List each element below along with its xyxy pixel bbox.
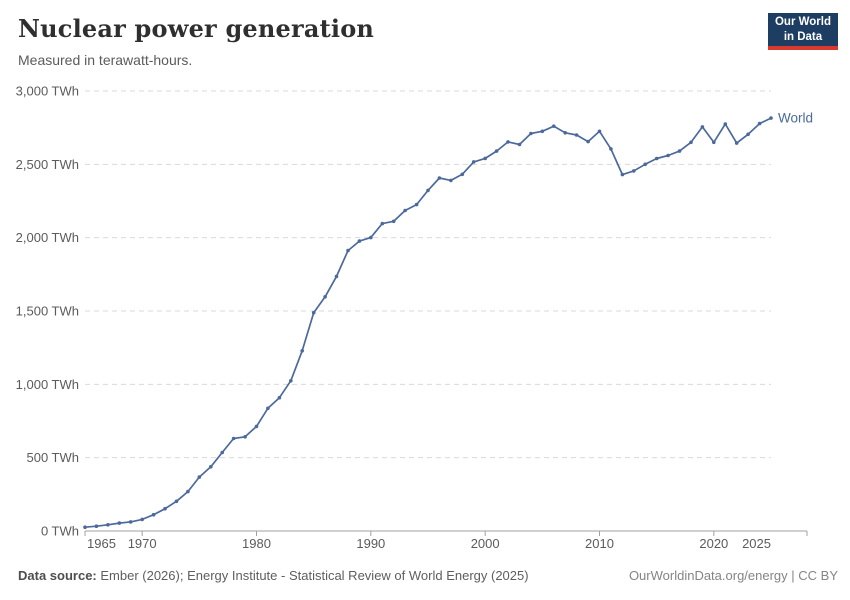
data-source-label: Data source: [18,568,97,583]
owid-logo[interactable]: Our World in Data [768,13,838,50]
data-point [677,149,682,153]
data-point [311,310,316,315]
x-tick-label: 1990 [356,536,385,551]
data-point [666,153,670,158]
data-point [586,139,590,144]
data-point [712,140,716,145]
data-point [369,235,373,240]
data-point [380,221,385,226]
data-point [414,202,419,207]
x-tick-label: 1980 [242,536,271,551]
data-point [609,147,613,151]
x-axis [84,530,808,536]
y-tick-label: 500 TWh [26,450,79,465]
data-point [540,129,545,134]
data-source-note: Data source: Ember (2026); Energy Instit… [18,568,529,583]
data-point [243,435,247,439]
data-point [94,524,99,528]
data-point [426,188,430,193]
data-point [391,219,396,224]
data-point [323,295,327,299]
y-tick-label: 1,500 TWh [16,304,79,319]
data-point [346,248,350,253]
chart-title: Nuclear power generation [18,14,375,43]
data-point [437,176,442,180]
y-tick-label: 3,000 TWh [16,84,79,99]
owid-url-link[interactable]: OurWorldinData.org/energy | CC BY [628,568,838,583]
data-point [117,521,122,525]
data-point [563,131,567,135]
y-gridlines [85,90,771,459]
data-point [83,525,87,529]
x-tick-label: 1965 [87,536,116,551]
data-point [494,149,499,153]
data-point [506,140,510,144]
owid-logo-text: Our World in Data [775,15,831,45]
data-point [403,208,407,213]
data-line [84,117,772,529]
data-point [254,424,259,429]
data-point [231,436,236,441]
data-point [277,395,282,400]
data-point [632,169,636,173]
data-point [140,517,144,522]
data-point [654,156,659,161]
y-tick-label: 2,500 TWh [16,157,79,172]
data-point [151,512,156,517]
data-point [517,142,522,147]
chart-footer: Data source: Ember (2026); Energy Instit… [18,568,838,583]
data-point [266,406,270,411]
data-point [483,156,488,161]
data-point [689,140,693,145]
data-points [83,116,773,529]
series-label: World [778,111,813,126]
y-axis-labels: 0 TWh 500 TWh 1,000 TWh 1,500 TWh 2,000 TWh 2… [16,84,79,539]
data-point [128,520,133,524]
data-point [449,178,453,183]
data-point [746,132,750,137]
owid-logo-line1: Our World [774,15,831,28]
data-point [334,274,339,279]
data-point [460,172,465,177]
data-point [700,125,705,129]
data-source-text: Ember (2026); Energy Institute - Statist… [96,568,529,583]
y-tick-label: 2,000 TWh [16,230,79,245]
data-point [186,489,190,494]
data-point [163,506,167,511]
data-point [220,450,224,455]
y-tick-label: 1,000 TWh [16,377,79,392]
data-point [620,172,625,177]
owid-logo-line2: in Data [783,30,823,43]
x-tick-label: 2025 [742,536,771,551]
data-point [471,160,476,164]
data-point [106,523,110,527]
data-point [597,129,602,134]
data-point [174,499,179,504]
y-tick-label: 0 TWh [41,524,79,539]
data-point [574,133,579,137]
data-point [289,379,293,383]
data-point [529,131,533,136]
data-point [734,141,739,145]
data-point [197,475,202,479]
data-point [300,349,305,353]
x-tick-label: 2020 [699,536,728,551]
x-axis-labels: 1965 1970 1980 1990 2000 2010 2020 2025 [87,536,771,551]
x-tick-label: 2010 [585,536,614,551]
x-tick-label: 1970 [128,536,157,551]
data-point [769,116,773,120]
data-point [552,124,556,128]
x-tick-label: 2000 [471,536,500,551]
data-point [643,162,647,167]
chart-subtitle: Measured in terawatt-hours. [18,52,193,68]
data-point [209,465,213,469]
data-point [757,121,762,126]
data-point [357,239,362,243]
data-point [723,122,728,126]
